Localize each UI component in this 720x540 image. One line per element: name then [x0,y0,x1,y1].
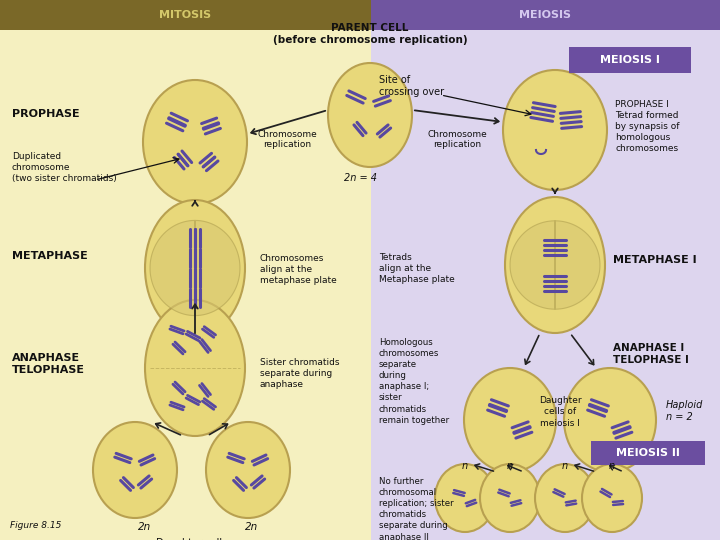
Text: n: n [462,461,468,471]
Ellipse shape [145,300,245,436]
Ellipse shape [93,422,177,518]
Ellipse shape [480,464,540,532]
Text: ANAPHASE
TELOPHASE: ANAPHASE TELOPHASE [12,353,85,375]
Text: MITOSIS: MITOSIS [159,10,212,20]
Text: METAPHASE I: METAPHASE I [613,255,697,265]
Text: Daughter
cells of
meiosis I: Daughter cells of meiosis I [539,396,581,428]
Ellipse shape [145,200,245,336]
Text: 2n = 4: 2n = 4 [343,173,377,183]
Ellipse shape [505,197,605,333]
Ellipse shape [503,70,607,190]
Text: MEIOSIS I: MEIOSIS I [600,55,660,65]
Text: No further
chromosomal
replication; sister
chromatids
separate during
anaphase I: No further chromosomal replication; sist… [379,477,454,540]
Text: MEIOSIS: MEIOSIS [519,10,572,20]
Text: n: n [609,461,615,471]
Text: n: n [562,461,568,471]
Ellipse shape [564,368,656,472]
Ellipse shape [143,80,247,204]
Text: Daughter cells
of mitosis: Daughter cells of mitosis [156,538,227,540]
Text: 2n: 2n [138,522,152,532]
Polygon shape [0,0,371,540]
Polygon shape [0,0,371,30]
FancyBboxPatch shape [569,47,691,73]
Text: Sister chromatids
separate during
anaphase: Sister chromatids separate during anapha… [260,358,340,389]
Text: Figure 8.15: Figure 8.15 [10,521,61,530]
Ellipse shape [328,63,412,167]
Text: MEIOSIS II: MEIOSIS II [616,448,680,458]
Ellipse shape [464,368,556,472]
Text: Tetrads
align at the
Metaphase plate: Tetrads align at the Metaphase plate [379,253,454,284]
FancyBboxPatch shape [591,441,705,465]
Text: PROPHASE I
Tetrad formed
by synapsis of
homologous
chromosomes: PROPHASE I Tetrad formed by synapsis of … [615,100,680,153]
Text: Site of
crossing over: Site of crossing over [379,75,444,97]
Ellipse shape [582,464,642,532]
Ellipse shape [535,464,595,532]
Polygon shape [510,221,600,309]
Ellipse shape [435,464,495,532]
Text: Chromosome
replication: Chromosome replication [258,130,318,150]
Text: Homologous
chromosomes
separate
during
anaphase I;
sister
chromatids
remain toge: Homologous chromosomes separate during a… [379,338,449,424]
Text: Chromosomes
align at the
metaphase plate: Chromosomes align at the metaphase plate [260,254,337,285]
Text: ANAPHASE I
TELOPHASE I: ANAPHASE I TELOPHASE I [613,343,689,366]
Text: n: n [507,461,513,471]
Text: Chromosome
replication: Chromosome replication [428,130,487,150]
Polygon shape [150,220,240,315]
Text: PROPHASE: PROPHASE [12,109,80,119]
Polygon shape [371,0,720,30]
Ellipse shape [206,422,290,518]
Text: Haploid
n = 2: Haploid n = 2 [666,400,703,422]
Polygon shape [371,0,720,540]
Text: 2n: 2n [246,522,258,532]
Text: PARENT CELL
(before chromosome replication): PARENT CELL (before chromosome replicati… [273,23,467,45]
Text: Duplicated
chromosome
(two sister chromatids): Duplicated chromosome (two sister chroma… [12,152,117,183]
Text: METAPHASE: METAPHASE [12,251,88,261]
